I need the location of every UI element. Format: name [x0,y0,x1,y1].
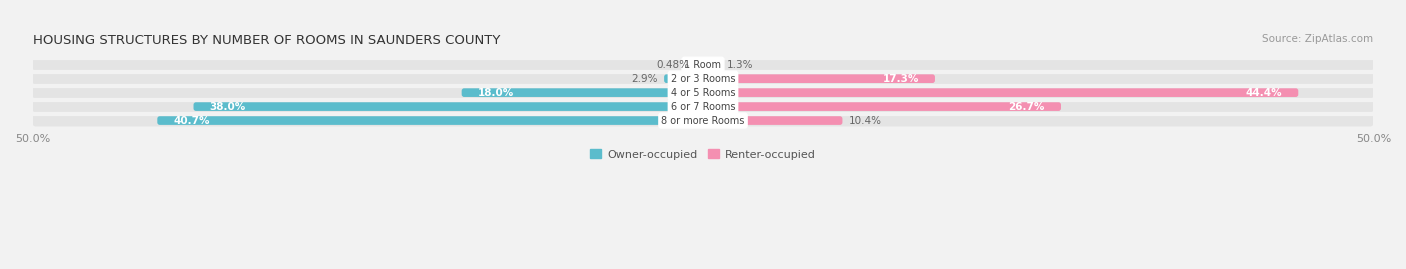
FancyBboxPatch shape [703,74,935,83]
Text: 6 or 7 Rooms: 6 or 7 Rooms [671,102,735,112]
Legend: Owner-occupied, Renter-occupied: Owner-occupied, Renter-occupied [586,145,820,164]
Text: 44.4%: 44.4% [1246,88,1282,98]
FancyBboxPatch shape [32,59,1374,71]
FancyBboxPatch shape [32,115,1374,126]
Text: 2.9%: 2.9% [631,74,658,84]
FancyBboxPatch shape [157,116,703,125]
Text: 26.7%: 26.7% [1008,102,1045,112]
FancyBboxPatch shape [696,60,703,69]
FancyBboxPatch shape [32,73,1374,85]
FancyBboxPatch shape [703,116,842,125]
FancyBboxPatch shape [194,102,703,111]
Text: 1 Room: 1 Room [685,60,721,70]
Text: 0.48%: 0.48% [657,60,690,70]
FancyBboxPatch shape [703,88,1298,97]
Text: 40.7%: 40.7% [173,116,209,126]
FancyBboxPatch shape [461,88,703,97]
Text: 2 or 3 Rooms: 2 or 3 Rooms [671,74,735,84]
Text: 8 or more Rooms: 8 or more Rooms [661,116,745,126]
FancyBboxPatch shape [664,74,703,83]
FancyBboxPatch shape [703,60,720,69]
Text: 10.4%: 10.4% [849,116,882,126]
FancyBboxPatch shape [32,101,1374,112]
Text: Source: ZipAtlas.com: Source: ZipAtlas.com [1263,34,1374,44]
Text: 18.0%: 18.0% [478,88,515,98]
Text: 38.0%: 38.0% [209,102,246,112]
FancyBboxPatch shape [32,87,1374,98]
Text: 17.3%: 17.3% [883,74,920,84]
Text: 4 or 5 Rooms: 4 or 5 Rooms [671,88,735,98]
Text: HOUSING STRUCTURES BY NUMBER OF ROOMS IN SAUNDERS COUNTY: HOUSING STRUCTURES BY NUMBER OF ROOMS IN… [32,34,501,47]
FancyBboxPatch shape [703,102,1062,111]
Text: 1.3%: 1.3% [727,60,754,70]
